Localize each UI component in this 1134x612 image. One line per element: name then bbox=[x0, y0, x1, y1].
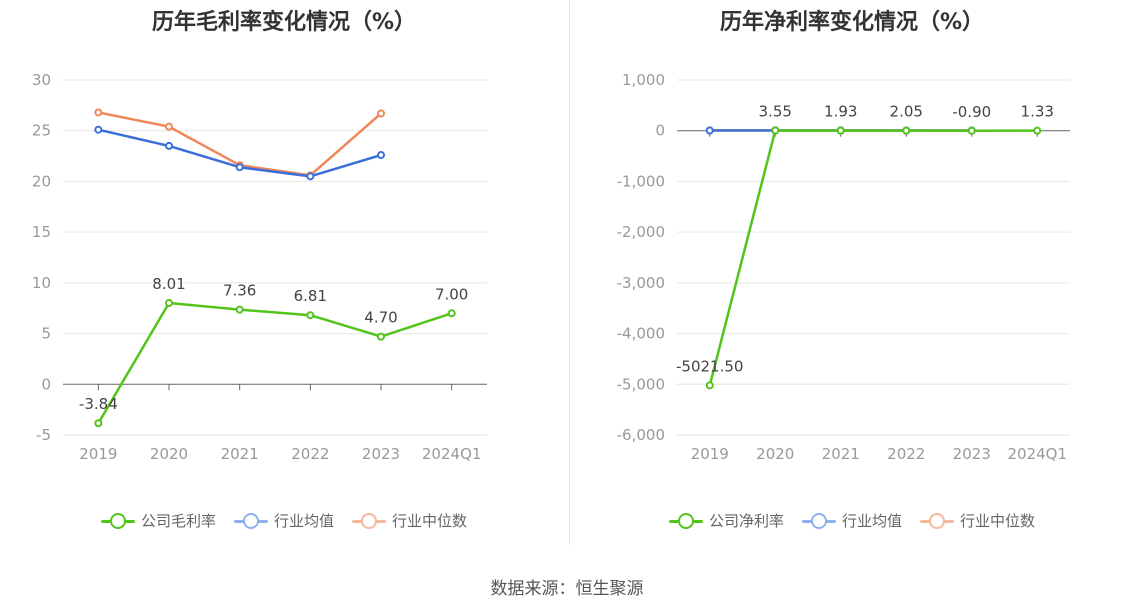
gross-margin-plot: 30 25 20 15 10 5 0 -5 2019 2020 2021 2022 2023 2024Q1… bbox=[32, 71, 487, 463]
y-tick-label: 1,000 bbox=[622, 71, 665, 89]
data-point bbox=[94, 108, 103, 117]
data-point bbox=[1033, 126, 1042, 135]
legend-label: 行业中位数 bbox=[392, 512, 468, 530]
series-line bbox=[97, 301, 453, 424]
net-margin-chart-panel: 历年净利率变化情况（%） 1,000 0 -1,000 -2,000 -3,000 -4,… bbox=[570, 0, 1134, 545]
data-point bbox=[836, 126, 845, 135]
data-label: -5021.50 bbox=[676, 357, 743, 375]
legend-item-mean[interactable]: 行业均值 bbox=[801, 510, 902, 531]
y-tick-label: -4,000 bbox=[617, 325, 665, 343]
x-tick-label: 2024Q1 bbox=[1007, 445, 1067, 463]
data-point bbox=[94, 125, 103, 134]
data-label: -3.84 bbox=[79, 395, 118, 413]
legend-line-icon bbox=[352, 511, 386, 531]
y-tick-label: -3,000 bbox=[617, 274, 665, 292]
data-label: 7.36 bbox=[223, 282, 256, 300]
legend-line-icon bbox=[100, 511, 135, 531]
x-tick-label: 2020 bbox=[756, 445, 794, 463]
data-label: -0.90 bbox=[952, 103, 991, 121]
legend-line-icon bbox=[233, 511, 268, 531]
data-point bbox=[902, 126, 911, 135]
legend-item-median[interactable]: 行业中位数 bbox=[352, 510, 467, 531]
data-label: 8.01 bbox=[152, 275, 185, 293]
legend-label: 公司净利率 bbox=[708, 512, 784, 530]
legend-item-company[interactable]: 公司毛利率 bbox=[100, 510, 216, 531]
legend: 公司毛利率 行业均值 行业中位数 bbox=[0, 510, 568, 531]
y-tick-label: 10 bbox=[32, 274, 51, 292]
x-tick-label: 2020 bbox=[150, 445, 188, 463]
y-tick-label: -5 bbox=[36, 426, 51, 444]
data-point bbox=[705, 126, 714, 135]
legend-label: 行业均值 bbox=[841, 512, 902, 530]
y-tick-label: -2,000 bbox=[617, 223, 665, 241]
x-tick-label: 2021 bbox=[221, 445, 259, 463]
data-point bbox=[447, 309, 456, 318]
y-tick-label: 0 bbox=[655, 122, 665, 140]
x-tick-label: 2019 bbox=[691, 445, 729, 463]
chart-title: 历年毛利率变化情况（%） bbox=[151, 10, 417, 35]
x-tick-label: 2024Q1 bbox=[422, 445, 482, 463]
data-point bbox=[165, 122, 173, 131]
legend: 公司净利率 行业均值 行业中位数 bbox=[570, 510, 1134, 531]
y-tick-label: -6,000 bbox=[617, 426, 665, 444]
legend-item-mean[interactable]: 行业均值 bbox=[233, 510, 334, 531]
legend-label: 行业中位数 bbox=[960, 512, 1036, 530]
data-label: 6.81 bbox=[294, 287, 327, 305]
x-tick-label: 2023 bbox=[953, 445, 991, 463]
data-label: 3.55 bbox=[759, 103, 792, 121]
data-point bbox=[377, 151, 385, 160]
data-label: 4.70 bbox=[364, 309, 397, 327]
y-tick-label: 20 bbox=[32, 172, 51, 190]
data-point bbox=[967, 126, 976, 135]
data-point bbox=[235, 163, 244, 172]
legend-item-median[interactable]: 行业中位数 bbox=[920, 510, 1035, 531]
legend-line-icon bbox=[920, 511, 954, 531]
legend-line-icon bbox=[668, 511, 703, 531]
x-tick-label: 2019 bbox=[79, 445, 117, 463]
chart-title: 历年净利率变化情况（%） bbox=[719, 10, 985, 35]
legend-label: 公司毛利率 bbox=[140, 512, 216, 530]
y-tick-label: 30 bbox=[32, 71, 51, 89]
data-point bbox=[94, 419, 103, 428]
data-point bbox=[705, 381, 714, 390]
y-tick-label: -1,000 bbox=[617, 172, 665, 190]
x-tick-label: 2022 bbox=[291, 445, 329, 463]
y-tick-label: 5 bbox=[41, 325, 51, 343]
data-point bbox=[235, 305, 244, 314]
data-label: 2.05 bbox=[890, 103, 923, 121]
x-tick-label: 2021 bbox=[822, 445, 860, 463]
gross-margin-chart-panel: 历年毛利率变化情况（%） 30 25 20 15 10 5 0 -5 2019 2020 2021 2… bbox=[0, 0, 568, 545]
data-point bbox=[377, 332, 385, 341]
series-line bbox=[708, 129, 1038, 386]
y-tick-label: 0 bbox=[41, 375, 51, 393]
data-point bbox=[165, 141, 173, 150]
data-point bbox=[165, 299, 173, 308]
data-point bbox=[306, 311, 315, 320]
data-label: 1.33 bbox=[1021, 103, 1054, 121]
y-tick-label: 25 bbox=[32, 122, 51, 140]
legend-label: 行业均值 bbox=[273, 512, 334, 530]
y-tick-label: -5,000 bbox=[617, 375, 665, 393]
data-point bbox=[377, 109, 385, 118]
y-tick-label: 15 bbox=[32, 223, 51, 241]
data-point bbox=[306, 172, 315, 181]
x-tick-label: 2022 bbox=[887, 445, 925, 463]
data-source: 数据来源：恒生聚源 bbox=[490, 579, 644, 599]
data-point bbox=[771, 126, 780, 135]
legend-line-icon bbox=[801, 511, 836, 531]
net-margin-plot: 1,000 0 -1,000 -2,000 -3,000 -4,000 -5,000 -6,0… bbox=[617, 71, 1070, 463]
x-tick-label: 2023 bbox=[362, 445, 400, 463]
panel-divider bbox=[569, 0, 570, 545]
legend-item-company[interactable]: 公司净利率 bbox=[668, 510, 784, 531]
data-label: 1.93 bbox=[824, 103, 857, 121]
data-label: 7.00 bbox=[435, 285, 468, 303]
